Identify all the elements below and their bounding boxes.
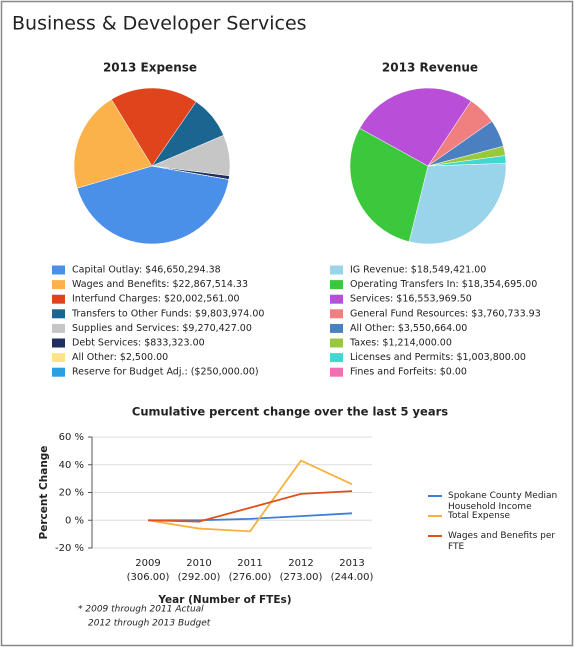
line-series (147, 490, 353, 523)
legend-label: Debt Services: $833,323.00 (72, 338, 205, 349)
y-tick-label: -20 % (55, 543, 84, 554)
pie-slice (427, 155, 507, 167)
legend-label: Services: $16,553,969.50 (350, 294, 472, 305)
legend-label: Interfund Charges: $20,002,561.00 (72, 294, 240, 305)
footnote: 2012 through 2013 Budget (88, 619, 211, 629)
page-title: Business & Developer Services (12, 13, 307, 35)
x-tick-sublabel: (273.00) (280, 572, 323, 583)
legend-swatch (52, 367, 65, 377)
chart-title: Cumulative percent change over the last … (132, 405, 448, 419)
x-tick-label: 2011 (237, 558, 262, 569)
x-tick-sublabel: (276.00) (229, 572, 272, 583)
legend-swatch (330, 280, 343, 290)
legend-label: Licenses and Permits: $1,003,800.00 (350, 352, 526, 363)
legend-swatch (330, 323, 343, 333)
legend-swatch (330, 294, 343, 304)
pie-slice (349, 127, 429, 242)
legend-label: All Other: $2,500.00 (72, 352, 168, 363)
legend-label: Wages and Benefits: $22,867,514.33 (72, 279, 248, 290)
chart-title: 2013 Expense (103, 61, 197, 75)
x-tick-label: 2013 (339, 558, 364, 569)
legend-label: Fines and Forfeits: $0.00 (350, 367, 467, 378)
legend-swatch (330, 309, 343, 319)
pie-slice (359, 87, 472, 167)
pie-slice (408, 163, 507, 245)
line-series (148, 512, 353, 522)
x-tick-sublabel: (292.00) (178, 572, 221, 583)
legend-label: Spokane County Median Household Income (448, 491, 558, 512)
legend-swatch (330, 367, 343, 377)
legend-swatch (52, 294, 65, 304)
y-tick-label: 60 % (59, 432, 84, 443)
legend-label: Taxes: $1,214,000.00 (349, 338, 452, 349)
y-tick-label: 0 % (65, 515, 84, 526)
legend-swatch (52, 265, 65, 275)
legend-swatch (52, 338, 65, 348)
legend-label: Wages and Benefits per FTE (448, 531, 556, 552)
x-tick-sublabel: (306.00) (127, 572, 170, 583)
legend-label: Total Expense (448, 511, 511, 521)
x-axis-label: Year (Number of FTEs) (157, 594, 291, 606)
pie-slice (73, 99, 153, 189)
x-tick-label: 2009 (135, 558, 160, 569)
legend-label: Supplies and Services: $9,270,427.00 (72, 323, 252, 334)
legend-label: Capital Outlay: $46,650,294.38 (72, 265, 221, 276)
legend-swatch (330, 265, 343, 275)
y-tick-label: 40 % (59, 460, 84, 471)
y-axis-label: Percent Change (38, 446, 50, 540)
chart-title: 2013 Revenue (382, 61, 478, 75)
legend-label: Reserve for Budget Adj.: ($250,000.00) (72, 367, 259, 378)
x-tick-label: 2012 (288, 558, 313, 569)
pie-slice (111, 87, 197, 167)
x-tick-sublabel: (244.00) (331, 572, 374, 583)
y-tick-label: 20 % (59, 488, 84, 499)
legend-label: IG Revenue: $18,549,421.00 (350, 265, 486, 276)
legend-swatch (330, 338, 343, 348)
legend-label: Operating Transfers In: $18,354,695.00 (350, 279, 537, 290)
x-tick-label: 2010 (186, 558, 211, 569)
legend-label: All Other: $3,550,664.00 (350, 323, 467, 334)
pie-slice (151, 165, 230, 180)
legend-swatch (52, 280, 65, 290)
pie-slice (76, 165, 230, 245)
legend-swatch (52, 323, 65, 333)
legend-label: Transfers to Other Funds: $9,803,974.00 (71, 308, 264, 319)
footnote: * 2009 through 2011 Actual (78, 605, 204, 615)
line-series (147, 459, 353, 533)
legend-swatch (330, 353, 343, 363)
legend-label: General Fund Resources: $3,760,733.93 (350, 308, 541, 319)
legend-swatch (52, 353, 65, 363)
legend-swatch (52, 309, 65, 319)
